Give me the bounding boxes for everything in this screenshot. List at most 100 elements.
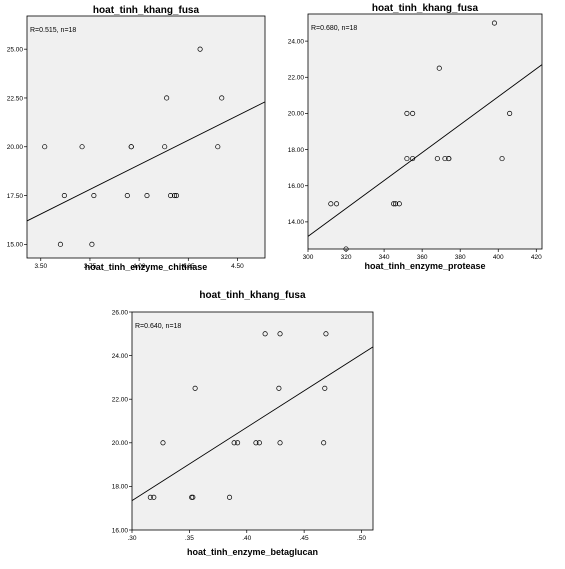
scatter-point [168, 192, 174, 199]
fit-line [26, 101, 266, 222]
x-tick-label: .45 [300, 535, 309, 542]
x-tick-label: 4.25 [182, 263, 195, 270]
scatter-point [91, 192, 97, 199]
scatter-point [253, 440, 259, 446]
plot-area [131, 311, 374, 531]
scatter-point [151, 494, 157, 500]
x-axis-label: hoat_tinh_enzyme_betaglucan [187, 547, 318, 557]
x-tick-label: 360 [417, 254, 428, 261]
y-tick-label: 16.00 [288, 183, 305, 190]
y-tick-label: 20.00 [7, 144, 24, 151]
y-tick-label: 14.00 [288, 219, 305, 226]
scatter-point [410, 110, 416, 116]
scatter-point [323, 331, 329, 337]
scatter-point [190, 494, 196, 500]
plot-area [26, 15, 266, 259]
scatter-point [446, 156, 452, 162]
y-tick-label: 24.00 [112, 353, 129, 360]
x-axis-label: hoat_tinh_enzyme_protease [364, 261, 485, 271]
scatter-point [192, 385, 198, 391]
scatter-point [128, 144, 134, 150]
y-tick-label: 25.00 [7, 46, 24, 53]
x-tick-label: 340 [379, 254, 390, 261]
x-axis-label: hoat_tinh_enzyme_chitinase [85, 262, 208, 272]
scatter-point [391, 201, 397, 207]
y-tick-label: 22.00 [112, 397, 129, 404]
scatter-point [321, 440, 327, 446]
chart-panel-betaglucan: hoat_tinh_khang_fusa 16.00 18.00 20.00 22.00… [100, 284, 385, 569]
scatter-point [262, 331, 268, 337]
y-tick-label: 17.50 [7, 193, 24, 200]
scatter-point [61, 192, 67, 199]
chart-title: hoat_tinh_khang_fusa [372, 3, 479, 14]
scatter-point [164, 95, 170, 101]
y-tick-label: 24.00 [288, 38, 305, 45]
scatter-point [276, 385, 282, 391]
scatter-point [404, 156, 410, 162]
scatter-point [491, 20, 497, 26]
scatter-chart-chitinase: hoat_tinh_khang_fusa 15.00 17.50 20.00 22.50… [7, 5, 266, 272]
scatter-point [442, 156, 448, 162]
y-tick-label: 20.00 [112, 440, 129, 447]
scatter-point [162, 144, 168, 150]
x-tick-label: 320 [341, 254, 352, 261]
y-tick-label: 18.00 [112, 484, 129, 491]
y-tick-label: 20.00 [288, 111, 305, 118]
plot-area [307, 13, 543, 250]
scatter-point [436, 65, 442, 71]
fit-line [131, 346, 374, 501]
x-tick-label: .35 [185, 535, 194, 542]
chart-panel-chitinase: hoat_tinh_khang_fusa 15.00 17.50 20.00 22.50… [0, 0, 280, 278]
scatter-chart-betaglucan: hoat_tinh_khang_fusa 16.00 18.00 20.00 22.00… [112, 290, 374, 557]
x-tick-label: 3.75 [84, 263, 97, 270]
scatter-point [171, 192, 178, 199]
y-tick-label: 26.00 [112, 309, 129, 316]
scatter-point [333, 201, 340, 207]
scatter-point [404, 110, 410, 116]
scatter-point [42, 144, 48, 150]
scatter-point [410, 156, 416, 162]
scatter-point [434, 156, 440, 162]
scatter-point [219, 95, 225, 101]
x-tick-label: 400 [493, 254, 504, 261]
scatter-point [79, 144, 85, 150]
x-tick-label: .30 [127, 535, 136, 542]
fit-line [307, 64, 543, 237]
scatter-point [173, 192, 180, 199]
scatter-point [57, 241, 63, 247]
x-tick-label: 420 [531, 254, 542, 261]
scatter-point [231, 440, 237, 446]
scatter-point [328, 201, 334, 207]
x-tick-label: 3.50 [34, 263, 47, 270]
scatter-point [256, 440, 262, 446]
scatter-point [197, 46, 203, 52]
x-tick-label: .50 [357, 535, 366, 542]
chart-title: hoat_tinh_khang_fusa [199, 290, 306, 301]
scatter-point [392, 201, 399, 207]
y-tick-label: 22.50 [7, 95, 24, 102]
r-annotation: R=0.640, n=18 [135, 323, 181, 330]
r-annotation: R=0.515, n=18 [30, 27, 76, 34]
scatter-point [343, 246, 349, 252]
scatter-point [499, 156, 505, 162]
scatter-point [89, 241, 95, 247]
x-tick-label: 4.00 [133, 263, 146, 270]
y-tick-label: 18.00 [288, 147, 305, 154]
scatter-point [277, 331, 283, 337]
scatter-point [235, 440, 241, 446]
y-tick-label: 15.00 [7, 242, 24, 249]
scatter-point [226, 494, 233, 500]
x-tick-label: .40 [242, 535, 251, 542]
scatter-point [144, 192, 150, 199]
scatter-point [507, 110, 513, 116]
y-tick-label: 22.00 [288, 75, 305, 82]
scatter-point [124, 192, 130, 199]
r-annotation: R=0.680, n=18 [311, 25, 357, 32]
y-tick-label: 16.00 [112, 527, 129, 534]
scatter-point [147, 494, 153, 500]
scatter-point [322, 385, 328, 391]
chart-title: hoat_tinh_khang_fusa [93, 5, 200, 16]
scatter-point [160, 440, 166, 446]
x-tick-label: 4.50 [231, 263, 244, 270]
chart-panel-protease: hoat_tinh_khang_fusa 14.00 16.00 18.00 20.00… [280, 0, 565, 278]
